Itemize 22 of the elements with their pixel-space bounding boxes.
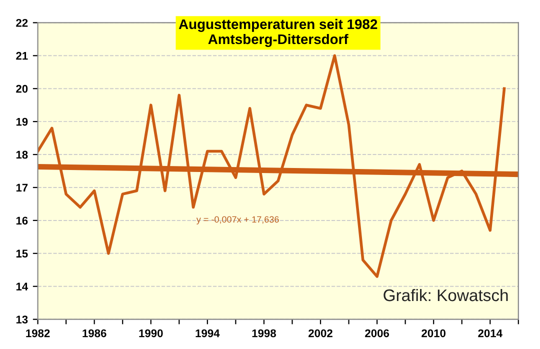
y-tick-label: 17 — [16, 184, 28, 192]
x-tick-label: 2002 — [308, 329, 332, 338]
y-tick-label: 13 — [16, 316, 28, 324]
x-tick-label: 2010 — [422, 329, 446, 338]
y-tick-label: 19 — [16, 118, 28, 126]
annotation: Grafik: Kowatsch — [384, 288, 508, 302]
x-tick-label: 2014 — [478, 329, 502, 338]
chart-title: Augusttemperaturen seit 1982 Amtsberg-Dittersdorf — [178, 18, 378, 47]
x-tick-label: 1986 — [82, 329, 106, 338]
y-tick-label: 16 — [16, 216, 28, 225]
y-tick-label: 21 — [16, 52, 28, 60]
x-tick-label: 1990 — [139, 329, 163, 338]
x-tick-label: 1994 — [196, 329, 220, 338]
y-tick-label: 22 — [16, 18, 28, 27]
x-tick-label: 1982 — [26, 329, 50, 338]
y-tick-label: 15 — [16, 250, 28, 258]
y-tick-label: 14 — [16, 282, 28, 290]
y-tick-label: 20 — [16, 84, 28, 93]
x-tick-label: 1998 — [252, 329, 276, 338]
annotation: y = -0,007x + 17,636 — [196, 216, 279, 224]
x-tick-label: 2006 — [365, 329, 390, 338]
y-tick-label: 18 — [16, 150, 28, 159]
